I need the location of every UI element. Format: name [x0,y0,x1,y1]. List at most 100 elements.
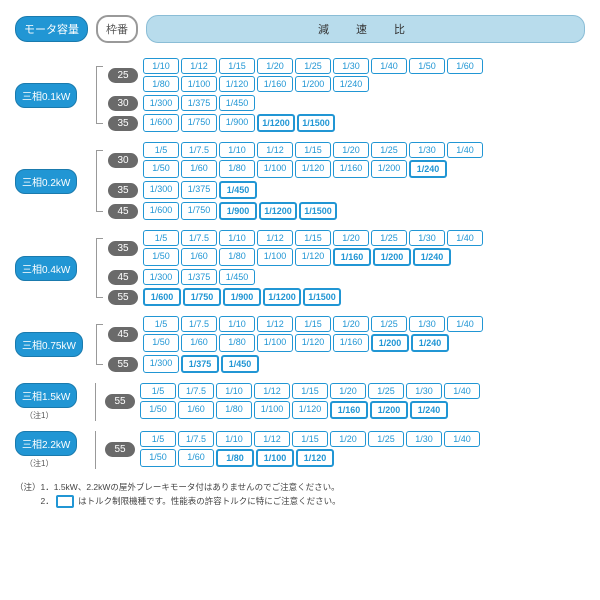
ratio-box: 1/40 [444,383,480,399]
ratio-box: 1/80 [219,160,255,178]
ratio-box: 1/12 [257,142,293,158]
ratio-box: 1/450 [221,355,259,373]
ratio-box: 1/375 [181,269,217,285]
ratio-box: 1/30 [406,383,442,399]
ratio-box: 1/10 [143,58,179,74]
ratio-box: 1/120 [219,76,255,92]
ratio-column: 1/3001/3751/450 [143,181,585,199]
ratio-box: 1/30 [409,230,445,246]
ratio-box: 1/60 [178,401,214,419]
motor-group: 三相2.2kW（注1）551/51/7.51/101/121/151/201/2… [15,431,585,469]
frame-badge: 35 [108,241,138,256]
ratio-box: 1/5 [140,431,176,447]
frame-badge: 45 [108,327,138,342]
ratio-box: 1/12 [181,58,217,74]
ratio-box: 1/750 [181,202,217,220]
ratio-row: 1/3001/3751/450 [143,269,585,285]
ratio-box: 1/1500 [297,114,335,132]
ratio-column: 1/6001/7501/9001/12001/1500 [143,288,585,306]
ratio-box: 1/15 [295,142,331,158]
frame-badge: 55 [105,394,135,409]
ratio-box: 1/25 [371,230,407,246]
ratio-column: 1/6001/7501/9001/12001/1500 [143,202,585,220]
ratio-box: 1/12 [254,383,290,399]
ratio-box: 1/600 [143,114,179,132]
ratio-box: 1/15 [219,58,255,74]
ratio-box: 1/1200 [259,202,297,220]
ratio-box: 1/160 [333,160,369,178]
ratio-row: 1/501/601/801/1001/1201/1601/2001/240 [140,401,585,419]
ratio-box: 1/100 [181,76,217,92]
motor-note: （注1） [25,458,53,469]
ratio-box: 1/15 [295,316,331,332]
motor-badge: 三相0.75kW [15,332,83,357]
frame-badge: 55 [108,290,138,305]
ratio-box: 1/50 [140,449,176,467]
frame-badge: 45 [108,270,138,285]
frame-set: 351/6001/7501/9001/12001/1500 [103,114,585,132]
ratio-box: 1/5 [143,142,179,158]
ratio-box: 1/15 [295,230,331,246]
ratio-box: 1/1500 [299,202,337,220]
ratio-box: 1/160 [330,401,368,419]
ratio-row: 1/3001/3751/450 [143,95,585,111]
ratio-box: 1/50 [143,248,179,266]
motor-group: 三相0.75kW451/51/7.51/101/121/151/201/251/… [15,316,585,373]
ratio-row: 1/51/7.51/101/121/151/201/251/301/40 [143,142,585,158]
frame-set: 551/51/7.51/101/121/151/201/251/301/401/… [100,383,585,419]
ratio-box: 1/100 [257,160,293,178]
frame-set: 451/6001/7501/9001/12001/1500 [103,202,585,220]
ratio-box: 1/80 [216,401,252,419]
motor-column: 三相0.2kW [15,142,93,220]
ratio-box: 1/120 [295,160,331,178]
ratio-box: 1/80 [219,248,255,266]
ratio-box: 1/750 [183,288,221,306]
motor-group: 三相1.5kW（注1）551/51/7.51/101/121/151/201/2… [15,383,585,421]
ratio-column: 1/51/7.51/101/121/151/201/251/301/401/50… [140,431,585,467]
ratio-box: 1/25 [368,431,404,447]
ratio-box: 1/20 [330,431,366,447]
frame-set: 45 1/3001/3751/450 [103,269,585,285]
ratio-box: 1/160 [257,76,293,92]
ratio-box: 1/750 [181,114,217,132]
groups-container: 三相0.1kW251/101/121/151/201/251/301/401/5… [15,58,585,469]
frame-set: 251/101/121/151/201/251/301/401/501/601/… [103,58,585,92]
ratio-row: 1/51/7.51/101/121/151/201/251/301/40 [143,230,585,246]
ratio-box: 1/10 [216,431,252,447]
frame-badge: 35 [108,116,138,131]
ratio-column: 1/3001/3751/450 [143,269,585,285]
ratio-row: 1/6001/7501/9001/12001/1500 [143,288,585,306]
ratio-box: 1/30 [333,58,369,74]
ratio-box: 1/300 [143,181,179,199]
connector-line [96,66,103,124]
connector-line [96,150,103,212]
ratio-row: 1/501/601/801/1001/1201/1601/2001/240 [143,248,585,266]
ratio-box: 1/240 [411,334,449,352]
footer-line2: 2． はトルク制限機種です。性能表の許容トルクに特にご注意ください。 [15,495,585,509]
ratio-row: 1/51/7.51/101/121/151/201/251/301/40 [140,383,585,399]
ratio-row: 1/101/121/151/201/251/301/401/501/60 [143,58,585,74]
ratio-box: 1/5 [143,316,179,332]
motor-badge: 三相1.5kW [15,383,77,408]
ratio-box: 1/25 [368,383,404,399]
ratio-box: 1/160 [333,334,369,352]
footer-line1: （注）1．1.5kW、2.2kWの屋外ブレーキモータ付はありませんのでご注意くだ… [15,481,585,495]
ratio-box: 1/10 [219,230,255,246]
ratio-box: 1/20 [333,230,369,246]
motor-badge: 三相2.2kW [15,431,77,456]
frame-set: 301/51/7.51/101/121/151/201/251/301/401/… [103,142,585,178]
ratio-box: 1/20 [333,316,369,332]
footer-notes: （注）1．1.5kW、2.2kWの屋外ブレーキモータ付はありませんのでご注意くだ… [15,481,585,508]
ratio-box: 1/160 [333,248,371,266]
ratio-box: 1/25 [371,142,407,158]
motor-group: 三相0.1kW251/101/121/151/201/251/301/401/5… [15,58,585,132]
ratio-box: 1/12 [254,431,290,447]
ratio-box: 1/1200 [257,114,295,132]
ratio-box: 1/60 [178,449,214,467]
ratio-box: 1/25 [371,316,407,332]
motor-badge: 三相0.4kW [15,256,77,281]
motor-column: 三相0.75kW [15,316,93,373]
ratio-box: 1/200 [371,160,407,178]
ratio-row: 1/801/1001/1201/1601/2001/240 [143,76,585,92]
ratio-box: 1/40 [447,230,483,246]
